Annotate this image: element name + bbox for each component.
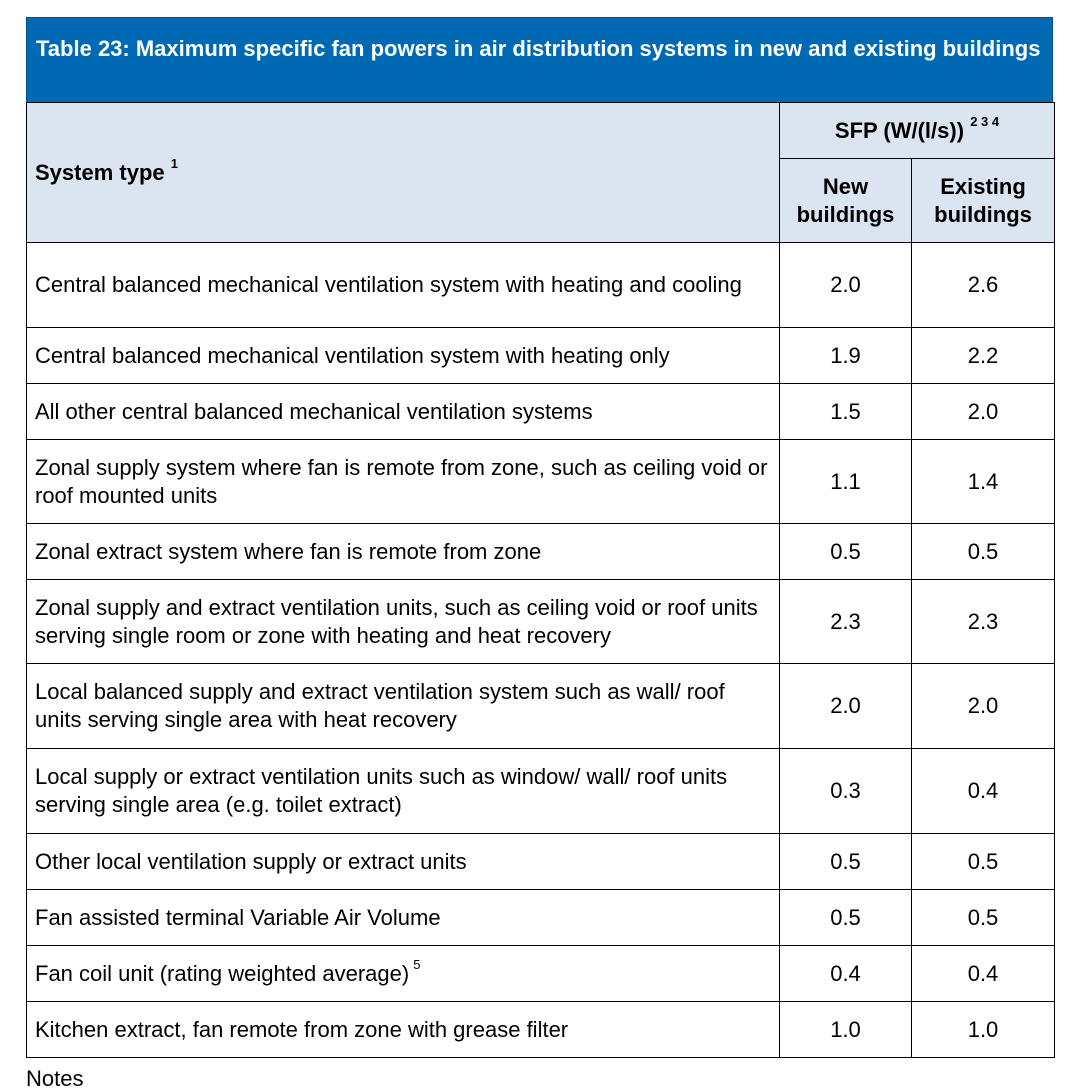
system-type-cell: Zonal supply and extract ventilation uni…: [26, 579, 780, 664]
table-row: Zonal extract system where fan is remote…: [26, 523, 1056, 580]
new-buildings-value: 1.0: [779, 1001, 912, 1058]
existing-buildings-value: 2.0: [910, 663, 1056, 749]
system-type-text: Fan coil unit (rating weighted average): [35, 960, 410, 986]
system-type-cell: Fan coil unit (rating weighted average) 5: [26, 945, 780, 1002]
new-buildings-value: 2.0: [779, 242, 912, 328]
system-type-text: Local supply or extract ventilation unit…: [35, 764, 728, 817]
existing-buildings-value: 2.3: [910, 579, 1056, 664]
table-row: Fan coil unit (rating weighted average) 5…: [26, 945, 1056, 1002]
existing-buildings-value: 0.4: [910, 945, 1056, 1002]
table-row: Other local ventilation supply or extrac…: [26, 833, 1056, 890]
system-type-text: Kitchen extract, fan remote from zone wi…: [35, 1016, 569, 1042]
system-type-cell: Local balanced supply and extract ventil…: [26, 663, 780, 749]
existing-buildings-value: 1.4: [910, 439, 1056, 524]
new-buildings-value: 2.3: [779, 579, 912, 664]
new-buildings-value: 0.3: [779, 748, 912, 834]
existing-buildings-value: 0.5: [910, 889, 1056, 946]
system-type-cell: Central balanced mechanical ventilation …: [26, 327, 780, 384]
existing-buildings-value: 2.2: [910, 327, 1056, 384]
system-type-cell: Fan assisted terminal Variable Air Volum…: [26, 889, 780, 946]
existing-buildings-value: 0.5: [910, 833, 1056, 890]
system-type-cell: Central balanced mechanical ventilation …: [26, 242, 780, 328]
system-type-text: Other local ventilation supply or extrac…: [35, 848, 467, 874]
new-buildings-value: 0.4: [779, 945, 912, 1002]
existing-buildings-header: Existing buildings: [910, 158, 1056, 243]
existing-buildings-value: 0.4: [910, 748, 1056, 834]
sfp-header: SFP (W/(l/s)) 2 3 4: [778, 102, 1056, 159]
table-body: Central balanced mechanical ventilation …: [26, 242, 1056, 1058]
table-row: Zonal supply and extract ventilation uni…: [26, 579, 1056, 664]
system-type-text: Zonal supply and extract ventilation uni…: [35, 594, 758, 648]
table-row: Central balanced mechanical ventilation …: [26, 242, 1056, 328]
system-type-footnote: 1: [170, 156, 178, 172]
system-type-text: All other central balanced mechanical ve…: [35, 398, 593, 424]
new-buildings-value: 0.5: [779, 523, 912, 580]
new-buildings-value: 1.1: [779, 439, 912, 524]
system-type-cell: Local supply or extract ventilation unit…: [26, 748, 780, 834]
system-type-text: Fan assisted terminal Variable Air Volum…: [35, 904, 441, 930]
table-row: Local balanced supply and extract ventil…: [26, 663, 1056, 749]
table-row: Fan assisted terminal Variable Air Volum…: [26, 889, 1056, 946]
system-type-text: Central balanced mechanical ventilation …: [35, 342, 670, 368]
new-buildings-value: 1.5: [779, 383, 912, 440]
existing-buildings-value: 1.0: [910, 1001, 1056, 1058]
existing-buildings-value: 2.0: [910, 383, 1056, 440]
footnote-marker: 5: [413, 957, 421, 973]
system-type-text: Central balanced mechanical ventilation …: [35, 272, 742, 297]
system-type-text: Local balanced supply and extract ventil…: [35, 679, 725, 732]
new-buildings-label-line1: New: [822, 173, 869, 199]
new-buildings-header: New buildings: [779, 158, 912, 243]
system-type-text: Zonal supply system where fan is remote …: [35, 454, 768, 508]
existing-buildings-value: 2.6: [910, 242, 1056, 328]
existing-buildings-label-line1: Existing: [940, 173, 1026, 199]
system-type-cell: Zonal supply system where fan is remote …: [26, 439, 780, 524]
sfp-table: System type 1 SFP (W/(l/s)) 2 3 4 New bui…: [26, 102, 1056, 1058]
table-row: Local supply or extract ventilation unit…: [26, 748, 1056, 834]
sfp-footnotes: 2 3 4: [970, 114, 1000, 130]
existing-buildings-label-line2: buildings: [934, 201, 1032, 227]
system-type-cell: Kitchen extract, fan remote from zone wi…: [26, 1001, 780, 1058]
system-type-header: System type 1: [26, 102, 780, 243]
table-row: All other central balanced mechanical ve…: [26, 383, 1056, 440]
system-type-cell: Other local ventilation supply or extrac…: [26, 833, 780, 890]
system-type-label: System type: [35, 159, 165, 185]
table-row: Zonal supply system where fan is remote …: [26, 439, 1056, 524]
table-row: Central balanced mechanical ventilation …: [26, 327, 1056, 384]
system-type-text: Zonal extract system where fan is remote…: [35, 538, 542, 564]
notes-label: Notes: [26, 1066, 84, 1091]
new-buildings-label-line2: buildings: [796, 201, 895, 227]
table-row: Kitchen extract, fan remote from zone wi…: [26, 1001, 1056, 1058]
system-type-cell: Zonal extract system where fan is remote…: [26, 523, 780, 580]
new-buildings-value: 0.5: [779, 833, 912, 890]
new-buildings-value: 0.5: [779, 889, 912, 946]
sfp-label: SFP (W/(l/s)): [834, 117, 965, 143]
new-buildings-value: 1.9: [779, 327, 912, 384]
table-title: Table 23: Maximum specific fan powers in…: [26, 17, 1053, 103]
system-type-cell: All other central balanced mechanical ve…: [26, 383, 780, 440]
new-buildings-value: 2.0: [779, 663, 912, 749]
existing-buildings-value: 0.5: [910, 523, 1056, 580]
